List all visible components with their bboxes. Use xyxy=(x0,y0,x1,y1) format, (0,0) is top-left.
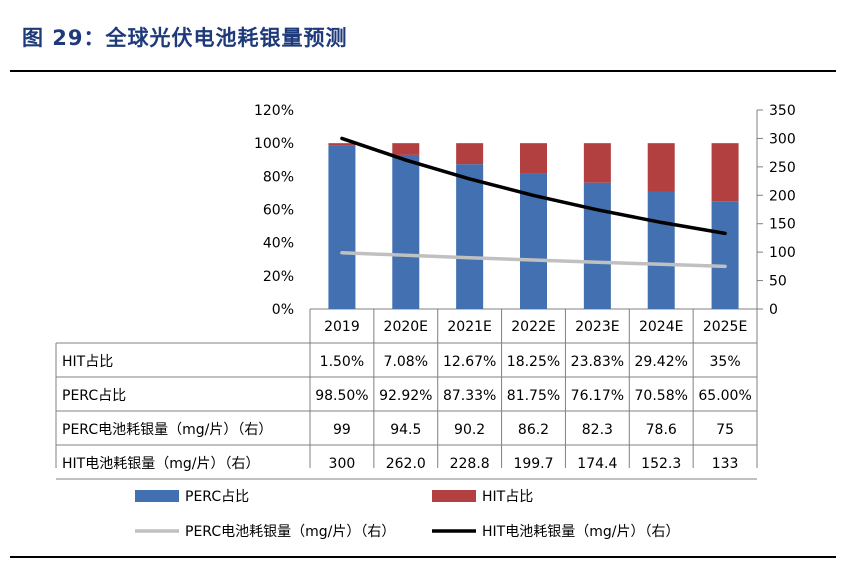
table-cell: 228.8 xyxy=(450,456,490,472)
hit-bar xyxy=(520,143,547,174)
left-tick-label: 100% xyxy=(254,136,294,152)
table-cell: 90.2 xyxy=(454,422,485,438)
left-tick-label: 60% xyxy=(263,203,294,219)
table-cell: 199.7 xyxy=(513,456,553,472)
table-cell: 174.4 xyxy=(577,456,617,472)
table-row-label: PERC占比 xyxy=(62,388,126,404)
table-cell: 262.0 xyxy=(386,456,426,472)
hit-bar xyxy=(647,143,675,192)
legend-swatch xyxy=(135,490,179,502)
left-tick-label: 120% xyxy=(254,103,294,119)
table-cell: 76.17% xyxy=(571,388,624,404)
table-cell: 70.58% xyxy=(635,388,688,404)
table-cell: 152.3 xyxy=(641,456,681,472)
legend-label: PERC电池耗银量（mg/片）（右） xyxy=(185,524,395,540)
hit-bar xyxy=(328,143,356,146)
right-tick-label: 200 xyxy=(769,188,796,204)
table-cell: 87.33% xyxy=(443,388,496,404)
legend-label: HIT电池耗银量（mg/片）（右） xyxy=(482,524,679,540)
category-label: 2019 xyxy=(324,319,360,335)
table-cell: 75 xyxy=(716,422,734,438)
table-cell: 78.6 xyxy=(646,422,677,438)
category-label: 2023E xyxy=(575,319,619,335)
hit-bar xyxy=(583,143,611,183)
perc-bar xyxy=(328,145,356,309)
category-label: 2020E xyxy=(384,319,428,335)
perc-bar xyxy=(392,154,420,309)
right-tick-label: 150 xyxy=(769,217,796,233)
table-cell: 29.42% xyxy=(635,354,688,370)
chart-frame xyxy=(55,308,758,480)
right-tick-label: 250 xyxy=(769,160,796,176)
legend-label: PERC占比 xyxy=(185,489,249,505)
table-cell: 65.00% xyxy=(698,388,751,404)
figure-title: 图 29：全球光伏电池耗银量预测 xyxy=(22,26,348,50)
legend-label: HIT占比 xyxy=(482,489,533,505)
hit-bar xyxy=(456,143,484,165)
table-cell: 82.3 xyxy=(582,422,613,438)
perc-bar xyxy=(583,182,611,309)
table-cell: 99 xyxy=(333,422,351,438)
table-cell: 23.83% xyxy=(571,354,624,370)
top-rule xyxy=(10,70,836,72)
table-cell: 81.75% xyxy=(507,388,560,404)
table-row-label: PERC电池耗银量（mg/片）（右） xyxy=(62,422,272,438)
category-label: 2021E xyxy=(447,319,491,335)
right-tick-label: 300 xyxy=(769,131,796,147)
right-tick-label: 350 xyxy=(769,103,796,119)
hit-bar xyxy=(392,143,420,155)
hit-bar xyxy=(711,143,739,202)
legend: PERC占比 HIT占比 PERC电池耗银量（mg/片）（右） HIT电池耗银量（mg… xyxy=(135,489,679,540)
table-cell: 92.92% xyxy=(379,388,432,404)
category-label: 2025E xyxy=(703,319,747,335)
bottom-rule xyxy=(10,556,836,558)
table-row-label: HIT电池耗银量（mg/片）（右） xyxy=(62,456,259,472)
table-cell: 35% xyxy=(710,354,741,370)
right-axis: 0 50 100 150 200 250 300 350 xyxy=(756,103,796,318)
right-tick-label: 0 xyxy=(769,302,778,318)
perc-bar xyxy=(711,201,739,309)
table-cell: 12.67% xyxy=(443,354,496,370)
right-tick-label: 50 xyxy=(769,274,787,290)
series-lines xyxy=(340,136,727,269)
table-cell: 86.2 xyxy=(518,422,549,438)
left-tick-label: 40% xyxy=(263,236,294,252)
table-cell: 300 xyxy=(329,456,356,472)
perc-silver-line xyxy=(340,250,727,269)
table-cell: 98.50% xyxy=(315,388,368,404)
left-axis-ticks: 0% 20% 40% 60% 80% 100% 120% xyxy=(254,103,294,318)
table-cell: 133 xyxy=(712,456,739,472)
right-tick-label: 100 xyxy=(769,245,796,261)
perc-bar xyxy=(456,164,484,309)
table-cell: 1.50% xyxy=(320,354,364,370)
left-tick-label: 80% xyxy=(263,169,294,185)
data-table: 2019 2020E 2021E 2022E 2023E 2024E 2025E HIT占比 1… xyxy=(62,319,752,472)
left-tick-label: 0% xyxy=(272,302,294,318)
category-label: 2022E xyxy=(511,319,555,335)
left-tick-label: 20% xyxy=(263,269,294,285)
table-cell: 18.25% xyxy=(507,354,560,370)
hit-silver-line xyxy=(340,136,727,236)
table-cell: 7.08% xyxy=(384,354,428,370)
table-cell: 94.5 xyxy=(390,422,421,438)
perc-bar xyxy=(647,191,675,309)
table-row-label: HIT占比 xyxy=(62,354,113,370)
category-label: 2024E xyxy=(639,319,683,335)
legend-swatch xyxy=(432,490,476,502)
